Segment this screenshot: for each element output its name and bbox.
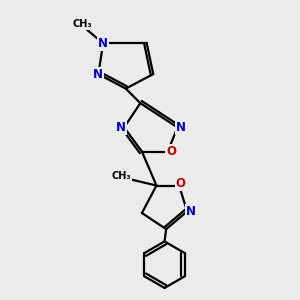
Text: N: N bbox=[98, 37, 108, 50]
Text: O: O bbox=[176, 177, 186, 190]
Text: N: N bbox=[93, 68, 103, 81]
Text: CH₃: CH₃ bbox=[72, 19, 92, 29]
Text: N: N bbox=[176, 121, 186, 134]
Text: CH₃: CH₃ bbox=[111, 171, 131, 181]
Text: O: O bbox=[166, 145, 176, 158]
Text: N: N bbox=[186, 205, 196, 218]
Text: N: N bbox=[116, 121, 126, 134]
